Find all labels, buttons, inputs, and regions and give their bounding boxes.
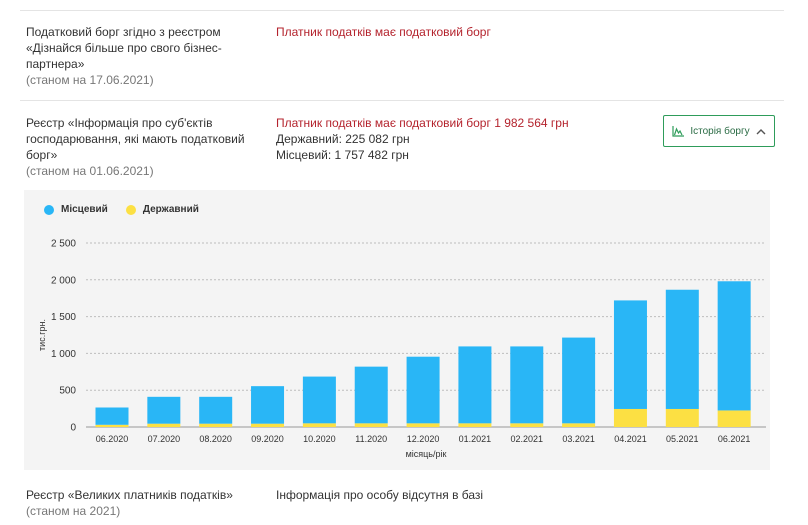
row-label: Податковий борг згідно з реєстром «Дізна…	[26, 24, 261, 88]
y-tick-label: 0	[70, 423, 76, 434]
bar-state	[302, 423, 336, 427]
legend-item-state[interactable]: Державний	[125, 204, 199, 215]
x-axis-label: місяць/рік	[406, 449, 447, 459]
bar-local	[458, 346, 492, 424]
x-tick-label: 10.2020	[303, 434, 336, 444]
y-tick-label: 2 000	[51, 275, 76, 286]
y-tick-label: 500	[59, 386, 76, 397]
row-value-line: Місцевий: 1 757 482 грн	[276, 148, 409, 162]
row-label: Реєстр «Великих платників податків» (ста…	[26, 487, 261, 519]
bar-state	[199, 423, 233, 427]
row-value-line: Платник податків має податковий борг 1 9…	[276, 116, 569, 130]
debt-history-chart: 0 500 1 000 1 500 2 000 2 500 тис.грн. 06.2020 0…	[37, 239, 766, 459]
x-tick-label: 01.2021	[459, 434, 492, 444]
row-value-line: Інформація про особу відсутня в базі	[276, 488, 484, 502]
x-tick-label: 06.2020	[96, 434, 129, 444]
bar-state	[147, 423, 181, 427]
legend-label: Місцевий	[61, 204, 108, 215]
x-tick-label: 11.2020	[355, 434, 387, 444]
y-tick-label: 2 500	[51, 239, 76, 250]
x-tick-label: 06.2021	[718, 434, 751, 444]
bar-state	[406, 423, 440, 427]
bar-state	[95, 424, 129, 427]
debt-history-button[interactable]: Історія боргу	[663, 115, 775, 147]
debt-history-label: Історія боргу	[690, 125, 750, 137]
bar-local	[717, 281, 751, 411]
row-value: Платник податків має податковий борг	[276, 24, 491, 40]
row-label: Реєстр «Інформація про суб'єктів господа…	[26, 115, 261, 179]
row-value: Інформація про особу відсутня в базі	[276, 487, 483, 503]
row-value-line: Державний: 225 082 грн	[276, 132, 410, 146]
x-tick-label: 05.2021	[666, 434, 699, 444]
y-axis-label: тис.грн.	[37, 319, 47, 351]
row-label-text: Реєстр «Інформація про суб'єктів господа…	[26, 116, 245, 162]
y-tick-label: 1 500	[51, 312, 76, 323]
bar-local	[510, 346, 544, 424]
bar-state	[717, 410, 751, 427]
bar-state	[613, 408, 647, 427]
tax-debt-row	[20, 10, 784, 101]
bar-state	[562, 423, 596, 427]
bar-local	[613, 300, 647, 409]
row-date: (станом на 01.06.2021)	[26, 164, 154, 178]
x-tick-label: 04.2021	[614, 434, 647, 444]
chart-legend: Місцевий Державний	[44, 204, 199, 215]
legend-dot-state	[125, 204, 136, 215]
row-date: (станом на 2021)	[26, 504, 121, 518]
x-tick-label: 07.2020	[148, 434, 181, 444]
bar-state	[251, 423, 285, 427]
legend-label: Державний	[142, 204, 199, 215]
legend-item-local[interactable]: Місцевий	[44, 204, 108, 215]
bar-local	[95, 407, 129, 425]
bar-state	[510, 423, 544, 427]
x-tick-label: 03.2021	[562, 434, 595, 444]
bar-state	[665, 408, 699, 427]
row-label-text: Реєстр «Великих платників податків»	[26, 488, 233, 502]
bar-local	[302, 376, 336, 424]
x-tick-label: 09.2020	[251, 434, 284, 444]
bar-state	[354, 423, 388, 427]
legend-dot-local	[44, 204, 54, 215]
row-date: (станом на 17.06.2021)	[26, 73, 154, 87]
x-tick-label: 02.2021	[510, 434, 543, 444]
tax-debt-register-row	[20, 100, 784, 190]
bar-local	[199, 396, 233, 424]
bar-local	[354, 366, 388, 424]
bar-local	[406, 356, 440, 424]
y-tick-label: 1 000	[51, 349, 76, 360]
chevron-up-icon	[756, 128, 766, 135]
x-tick-label: 08.2020	[199, 434, 232, 444]
chart-icon	[672, 125, 685, 137]
row-label-text: Податковий борг згідно з реєстром «Дізна…	[26, 25, 222, 71]
x-tick-label: 12.2020	[407, 434, 440, 444]
row-value-line: Платник податків має податковий борг	[276, 25, 491, 39]
bar-local	[562, 337, 596, 424]
bar-local	[147, 396, 181, 424]
bar-state	[458, 423, 492, 427]
bar-local	[251, 386, 285, 424]
bar-local	[665, 289, 699, 409]
row-value: Платник податків має податковий борг 1 9…	[276, 115, 569, 163]
